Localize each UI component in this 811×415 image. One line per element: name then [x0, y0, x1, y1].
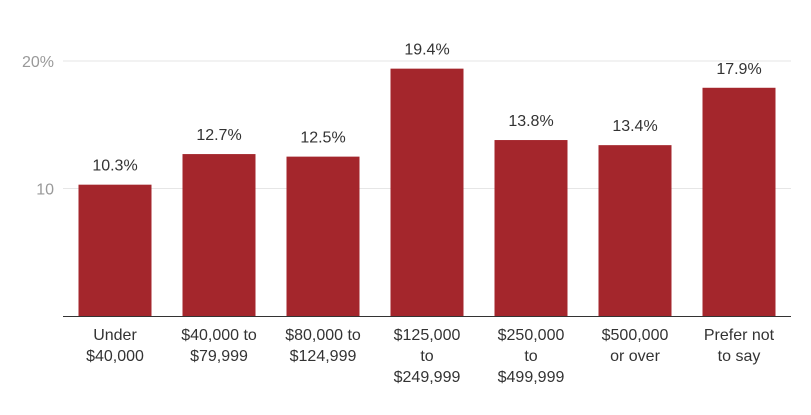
data-label: 17.9%	[716, 61, 761, 78]
category-label-line: to	[420, 348, 433, 365]
category-label-line: Under	[93, 327, 137, 344]
category-label: $125,000 to $249,999	[394, 327, 461, 386]
category-label-line: Prefer not	[704, 327, 775, 344]
y-tick-label: 20%	[22, 54, 54, 71]
bar	[390, 68, 464, 317]
bar	[78, 184, 152, 316]
category-label: Under $40,000	[86, 327, 144, 365]
data-label: 13.8%	[508, 113, 553, 130]
bar	[494, 140, 568, 316]
category-label-line: $249,999	[394, 369, 461, 386]
category-label-line: $40,000	[86, 348, 144, 365]
category-label: Prefer not to say	[704, 327, 775, 365]
category-labels: Under $40,000$40,000 to $79,999$80,000 to $…	[86, 327, 775, 386]
category-label-line: $250,000	[498, 327, 565, 344]
category-label-line: $80,000 to	[285, 327, 361, 344]
y-tick-label: 10	[36, 182, 54, 199]
data-label: 19.4%	[404, 42, 449, 59]
category-label: $250,000 to $499,999	[498, 327, 565, 386]
category-label: $500,000 or over	[602, 327, 669, 365]
category-label-line: to	[524, 348, 537, 365]
data-labels: 10.3% 12.7% 12.5% 19.4% 13.8% 13.4% 17.9%	[92, 42, 761, 175]
category-label-line: $499,999	[498, 369, 565, 386]
bars	[78, 68, 776, 317]
data-label: 13.4%	[612, 118, 657, 135]
y-axis-ticks: 10 20%	[22, 54, 54, 199]
category-label: $80,000 to $124,999	[285, 327, 361, 365]
bar	[598, 145, 672, 316]
category-label-line: or over	[610, 348, 660, 365]
data-label: 10.3%	[92, 158, 137, 175]
category-label-line: $500,000	[602, 327, 669, 344]
category-label-line: to say	[718, 348, 761, 365]
category-label-line: $79,999	[190, 348, 248, 365]
data-label: 12.5%	[300, 130, 345, 147]
category-label: $40,000 to $79,999	[181, 327, 257, 365]
category-label-line: $124,999	[290, 348, 357, 365]
data-label: 12.7%	[196, 127, 241, 144]
category-label-line: $125,000	[394, 327, 461, 344]
category-label-line: $40,000 to	[181, 327, 257, 344]
bar	[702, 87, 776, 317]
bar	[182, 154, 256, 316]
bar	[286, 156, 360, 316]
